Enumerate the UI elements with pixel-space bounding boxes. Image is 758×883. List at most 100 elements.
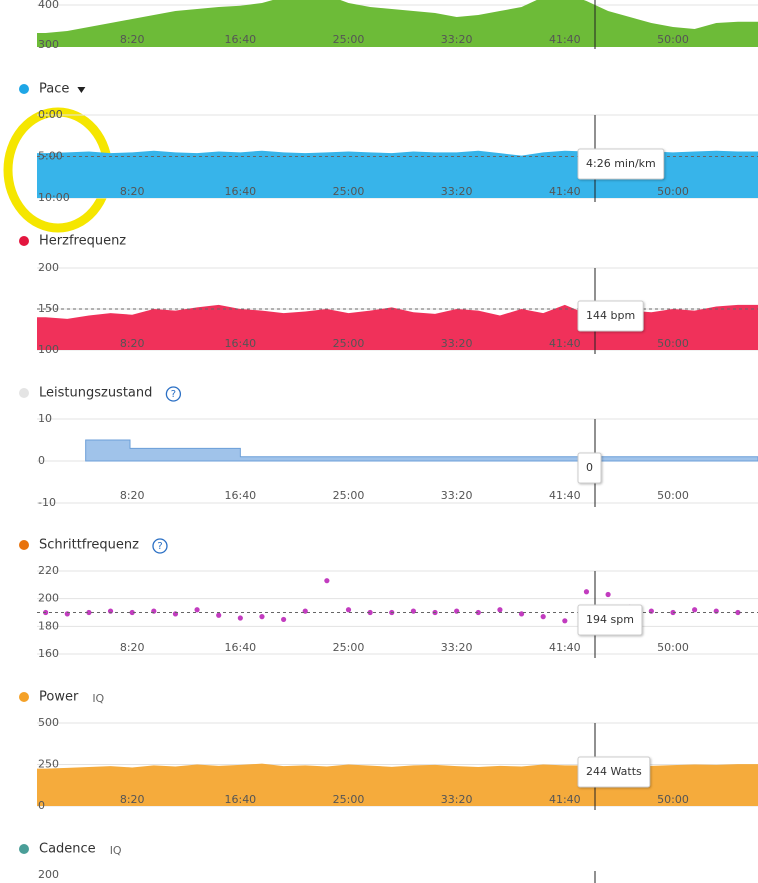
cadence-dot — [735, 609, 741, 616]
legend-dot — [19, 84, 29, 94]
x-tick-label: 25:00 — [333, 641, 365, 654]
y-tick-label: 250 — [38, 758, 59, 771]
x-tick-label: 41:40 — [549, 641, 581, 654]
legend-dot — [19, 844, 29, 854]
x-tick-label: 8:20 — [120, 185, 145, 198]
cadence-dot — [86, 609, 92, 616]
readout-text: 194 spm — [586, 613, 634, 626]
cadence-dot — [475, 609, 481, 616]
help-icon — [152, 538, 168, 554]
area — [37, 304, 758, 350]
readout-box — [577, 756, 651, 788]
legend-dot — [19, 540, 29, 550]
y-tick-label: -10 — [38, 496, 56, 509]
x-tick-label: 41:40 — [549, 489, 581, 502]
x-tick-label: 16:40 — [224, 793, 256, 806]
readout-box — [577, 148, 665, 180]
y-tick-label: 150 — [38, 302, 59, 315]
x-tick-label: 25:00 — [333, 489, 365, 502]
x-tick-label: 33:20 — [441, 489, 473, 502]
x-tick-label: 16:40 — [224, 33, 256, 46]
x-tick-label: 33:20 — [441, 337, 473, 350]
x-tick-label: 33:20 — [441, 33, 473, 46]
cadence-dot — [259, 614, 265, 620]
cadence-dot — [129, 609, 135, 616]
x-tick-label: 50:00 — [657, 489, 689, 502]
y-tick-label: 200 — [38, 868, 59, 881]
x-tick-label: 8:20 — [120, 489, 145, 502]
cadence-dot — [345, 607, 352, 613]
x-tick-label: 50:00 — [657, 641, 689, 654]
panel-title: Herzfrequenz — [39, 234, 126, 249]
help-icon-text: ? — [171, 389, 176, 400]
x-tick-label: 25:00 — [333, 33, 365, 46]
cadence-dot — [216, 612, 222, 618]
iq-badge: IQ — [92, 692, 104, 705]
cadence-dot — [605, 591, 611, 598]
readout-text: 244 Watts — [586, 765, 642, 778]
y-tick-label: 0 — [38, 799, 45, 812]
cadence-dot — [562, 618, 568, 624]
cadence-dot — [670, 609, 676, 616]
cadence-dot — [324, 578, 330, 584]
x-tick-label: 50:00 — [657, 185, 689, 198]
x-tick-label: 50:00 — [657, 33, 689, 46]
readout-text: 144 bpm — [586, 309, 635, 322]
cadence-dot — [583, 589, 590, 595]
y-tick-label: 10 — [38, 412, 52, 425]
y-tick-label: 180 — [38, 619, 59, 632]
y-tick-label: 5:00 — [38, 150, 63, 163]
plot — [37, 0, 758, 47]
readout-text: 4:26 min/km — [586, 157, 656, 170]
y-tick-label: 160 — [38, 647, 59, 660]
x-tick-label: 16:40 — [224, 185, 256, 198]
x-tick-label: 50:00 — [657, 337, 689, 350]
x-tick-label: 41:40 — [549, 185, 581, 198]
panel-title: Cadence — [39, 842, 96, 857]
readout-box — [577, 300, 644, 332]
help-icon-text: ? — [157, 541, 162, 552]
cadence-dot — [540, 614, 546, 620]
y-tick-label: 500 — [38, 716, 59, 729]
x-tick-label: 25:00 — [333, 185, 365, 198]
cadence-dot — [237, 615, 243, 621]
area — [37, 0, 758, 47]
x-tick-label: 33:20 — [441, 793, 473, 806]
x-tick-label: 33:20 — [441, 641, 473, 654]
cadence-dot — [281, 616, 287, 623]
plot — [37, 304, 758, 350]
readout-text: 0 — [586, 461, 593, 474]
panel-title: Schrittfrequenz — [39, 538, 139, 553]
y-tick-label: 100 — [38, 343, 59, 356]
x-tick-label: 41:40 — [549, 33, 581, 46]
panel-title: Pace — [39, 82, 69, 97]
x-tick-label: 16:40 — [224, 489, 256, 502]
cadence-dot — [497, 607, 503, 613]
legend-dot — [19, 692, 29, 702]
legend-dot — [19, 388, 29, 398]
panel-title: Power — [39, 690, 79, 705]
x-tick-label: 33:20 — [441, 185, 473, 198]
cadence-dot — [367, 609, 373, 616]
legend-dot — [19, 236, 29, 246]
cadence-dot — [194, 607, 200, 613]
y-tick-label: 200 — [38, 261, 59, 274]
x-tick-label: 8:20 — [120, 33, 145, 46]
cadence-dot — [518, 611, 525, 617]
x-tick-label: 41:40 — [549, 793, 581, 806]
cadence-dot — [410, 608, 416, 614]
step-area — [85, 439, 758, 462]
panel-title: Leistungszustand — [39, 386, 152, 401]
x-tick-label: 16:40 — [224, 641, 256, 654]
x-tick-label: 8:20 — [120, 793, 145, 806]
iq-badge: IQ — [110, 844, 122, 857]
x-tick-label: 25:00 — [333, 793, 365, 806]
x-tick-label: 50:00 — [657, 793, 689, 806]
x-tick-label: 16:40 — [224, 337, 256, 350]
x-tick-label: 8:20 — [120, 641, 145, 654]
y-tick-label: 220 — [38, 564, 59, 577]
plot — [85, 439, 758, 462]
y-tick-label: 200 — [38, 592, 59, 605]
